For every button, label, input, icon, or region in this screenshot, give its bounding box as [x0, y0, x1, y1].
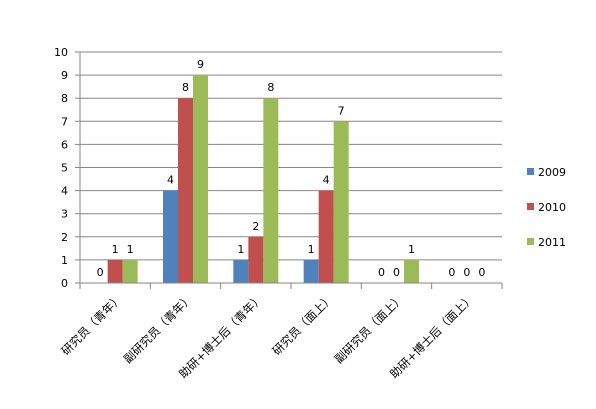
bar-2009 — [303, 259, 319, 283]
x-category-label: 研究员（青年） — [58, 291, 125, 358]
data-label: 1 — [308, 243, 315, 256]
bar-2010 — [178, 98, 193, 283]
bar-2010 — [107, 259, 123, 283]
y-tick-label: 4 — [61, 185, 68, 198]
legend-label-2009: 2009 — [538, 166, 566, 179]
data-label: 8 — [182, 81, 189, 94]
data-label: 9 — [197, 58, 204, 71]
y-tick-label: 7 — [61, 115, 68, 128]
bar-2011 — [333, 121, 349, 283]
bar-2011 — [193, 75, 208, 283]
data-label: 0 — [478, 266, 485, 279]
data-label: 8 — [267, 81, 274, 94]
gridlines — [80, 51, 502, 261]
legend-label-2010: 2010 — [538, 201, 566, 214]
bar-2009 — [233, 259, 249, 283]
y-tick-label: 2 — [61, 231, 68, 244]
x-category-label: 副研究员（青年） — [121, 291, 196, 366]
data-label: 0 — [463, 266, 470, 279]
y-tick-label: 5 — [61, 162, 68, 175]
x-category-label: 副研究员（面上） — [332, 291, 407, 366]
bar-2011 — [122, 259, 138, 283]
data-label: 7 — [338, 104, 345, 117]
data-label: 0 — [393, 266, 400, 279]
data-label: 4 — [167, 174, 174, 187]
x-category-label: 研究员（面上） — [269, 291, 336, 358]
data-label: 1 — [127, 243, 134, 256]
y-tick-label: 10 — [54, 46, 68, 59]
bars — [107, 75, 419, 283]
data-label: 1 — [112, 243, 119, 256]
data-label: 0 — [448, 266, 455, 279]
legend-swatch-2011 — [527, 238, 534, 245]
y-tick-label: 9 — [61, 69, 68, 82]
data-label: 2 — [252, 220, 259, 233]
legend-label-2011: 2011 — [538, 236, 566, 249]
bar-2009 — [163, 190, 178, 283]
legend-swatch-2010 — [527, 203, 534, 210]
legend: 2009 2010 2011 — [527, 166, 566, 249]
bar-2010 — [248, 236, 264, 283]
y-tick-label: 1 — [61, 254, 68, 267]
data-label: 1 — [237, 243, 244, 256]
bar-2010 — [318, 190, 334, 283]
y-tick-label: 3 — [61, 208, 68, 221]
y-tick-label: 0 — [61, 277, 68, 290]
data-label: 1 — [408, 243, 415, 256]
data-label: 0 — [378, 266, 385, 279]
data-label: 4 — [323, 174, 330, 187]
bar-2011 — [263, 98, 279, 283]
y-tick-label: 8 — [61, 92, 68, 105]
legend-swatch-2009 — [527, 168, 534, 175]
data-label: 0 — [97, 266, 104, 279]
y-tick-label: 6 — [61, 138, 68, 151]
bar-2011 — [404, 259, 419, 283]
